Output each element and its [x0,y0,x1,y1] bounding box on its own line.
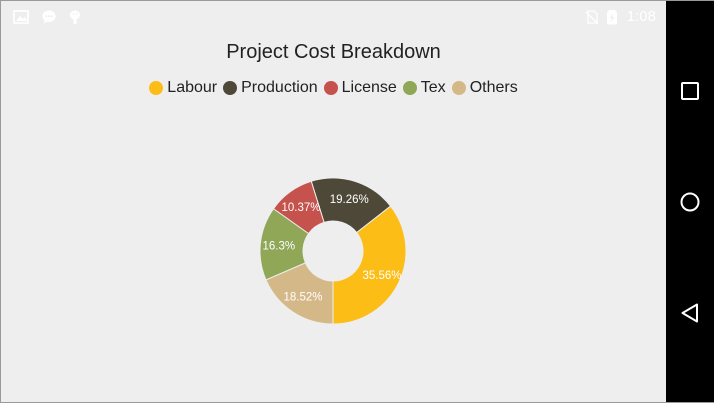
legend-item-others[interactable]: Others [451,79,518,97]
legend-label: Tex [420,79,446,96]
home-icon [680,192,700,212]
slice-label-production: 19.26% [330,194,369,206]
battery-icon [607,10,617,25]
chat-icon [42,10,56,24]
legend-label: Labour [167,79,218,96]
slice-tex[interactable] [259,208,310,281]
status-bar: 1:08 [1,1,666,33]
recents-icon [681,82,699,100]
legend-item-license[interactable]: License [323,79,397,97]
legend-label: Production [241,79,318,96]
back-button[interactable] [666,293,714,333]
no-sim-icon [585,10,599,25]
image-icon [13,10,29,24]
status-time: 1:08 [626,8,656,25]
chart-title: Project Cost Breakdown [226,41,441,63]
legend-swatch [451,81,466,95]
legend-label: License [341,79,397,96]
legend-swatch [402,81,417,95]
legend-label: Others [469,79,518,96]
legend-item-labour[interactable]: Labour [149,79,217,97]
slice-label-labour: 35.56% [362,270,401,282]
slice-label-tex: 16.3% [262,240,295,252]
legend-item-production[interactable]: Production [223,79,318,97]
legend-swatch [149,81,164,95]
app-screen: 1:08 Project Cost Breakdown Labour Produc… [1,1,666,402]
chart-legend: Labour Production License Tex Others [1,79,666,97]
slice-others[interactable] [265,262,334,325]
slice-production[interactable] [310,177,392,234]
legend-swatch [223,81,238,95]
slice-label-license: 10.37% [281,202,320,214]
android-debug-icon [70,10,80,24]
home-button[interactable] [666,182,714,222]
back-icon [681,303,698,323]
recents-button[interactable] [666,71,714,111]
slice-label-others: 18.52% [284,292,323,304]
legend-item-tex[interactable]: Tex [402,79,446,97]
slice-labour[interactable] [332,205,407,325]
donut-chart: 35.56% 19.26% 10.37% 16.3% 18.52% [259,177,407,325]
navigation-bar [666,1,714,402]
slice-license[interactable] [272,180,325,235]
legend-swatch [323,81,338,95]
